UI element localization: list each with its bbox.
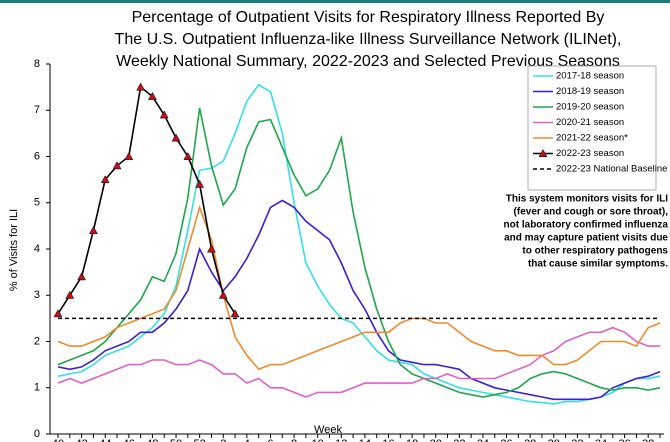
data-point [207, 244, 216, 253]
x-tick-label: 16 [382, 438, 394, 442]
data-point [136, 82, 146, 91]
y-tick-label: 3 [34, 289, 40, 301]
legend-label: 2020-21 season [556, 117, 624, 128]
x-tick-label: 18 [406, 438, 418, 442]
x-tick-label: 6 [267, 438, 273, 442]
data-point [77, 272, 87, 281]
data-point [218, 290, 228, 299]
legend-label: 2022-23 season [556, 148, 624, 159]
x-tick-label: 40 [52, 438, 64, 442]
x-tick-label: 46 [123, 438, 135, 442]
series-line [57, 326, 660, 398]
data-point [183, 151, 193, 160]
legend-label: 2018-19 season [556, 86, 624, 97]
legend-label: 2017-18 season [556, 71, 624, 82]
y-tick-label: 6 [34, 150, 40, 162]
data-point [53, 309, 63, 318]
x-tick-label: 24 [477, 438, 489, 442]
y-tick-label: 2 [34, 335, 40, 347]
x-tick-label: 32 [571, 438, 583, 442]
data-point [230, 309, 240, 318]
chart-title: Weekly National Summary, 2022-2023 and S… [116, 53, 620, 70]
annotation: and may capture patient visits due [504, 233, 668, 244]
y-axis-label: % of Visits for ILI [8, 209, 20, 291]
series-line [57, 199, 661, 401]
annotation: to other respiratory pathogens [522, 246, 668, 257]
data-point [159, 110, 169, 119]
legend-label: 2022-23 National Baseline [556, 164, 667, 175]
x-tick-label: 4 [244, 438, 250, 442]
x-tick-label: 10 [312, 438, 324, 442]
data-point [171, 133, 181, 142]
chart-title: The U.S. Outpatient Influenza-like Illne… [115, 31, 622, 48]
x-tick-label: 26 [500, 438, 512, 442]
legend-marker [538, 148, 548, 157]
x-tick-label: 50 [170, 438, 182, 442]
series-line [57, 85, 236, 315]
x-tick-label: 8 [291, 438, 297, 442]
y-tick-label: 5 [34, 197, 40, 209]
y-tick-label: 8 [34, 58, 40, 70]
data-point [112, 161, 122, 170]
x-tick-label: 44 [99, 438, 111, 442]
series-line [57, 83, 661, 405]
data-point [88, 225, 98, 234]
y-tick-label: 1 [34, 382, 40, 394]
x-tick-label: 28 [524, 438, 536, 442]
annotation: (fever and cough or sore throat), [514, 207, 669, 218]
x-tick-label: 22 [453, 438, 465, 442]
legend-label: 2019-20 season [556, 102, 624, 113]
x-tick-label: 20 [430, 438, 442, 442]
x-tick-label: 52 [194, 438, 206, 442]
series-line [57, 204, 661, 371]
x-tick-label: 12 [335, 438, 347, 442]
x-axis-label: Week [314, 424, 342, 436]
x-tick-label: 30 [548, 438, 560, 442]
annotation: that cause similar symptoms. [528, 259, 668, 270]
data-point [124, 151, 134, 160]
x-tick-label: 48 [146, 438, 158, 442]
chart-title: Percentage of Outpatient Visits for Resp… [132, 9, 605, 26]
data-point [148, 91, 157, 100]
data-point [195, 179, 205, 188]
x-tick-label: 14 [359, 438, 371, 442]
top-bar [0, 0, 670, 3]
series-line [57, 107, 661, 398]
data-point [65, 290, 75, 299]
y-tick-label: 0 [34, 428, 40, 440]
x-tick-label: 42 [75, 438, 87, 442]
x-tick-label: 38 [642, 438, 654, 442]
legend-label: 2021-22 season* [556, 133, 628, 144]
y-tick-label: 4 [34, 243, 40, 255]
x-tick-label: 34 [595, 438, 607, 442]
y-tick-label: 7 [34, 104, 40, 116]
data-point [100, 175, 110, 184]
x-tick-label: 2 [220, 438, 226, 442]
annotation: not laboratory confirmed influenza [504, 220, 669, 231]
x-tick-label: 36 [618, 438, 630, 442]
annotation: This system monitors visits for ILI [506, 194, 668, 205]
